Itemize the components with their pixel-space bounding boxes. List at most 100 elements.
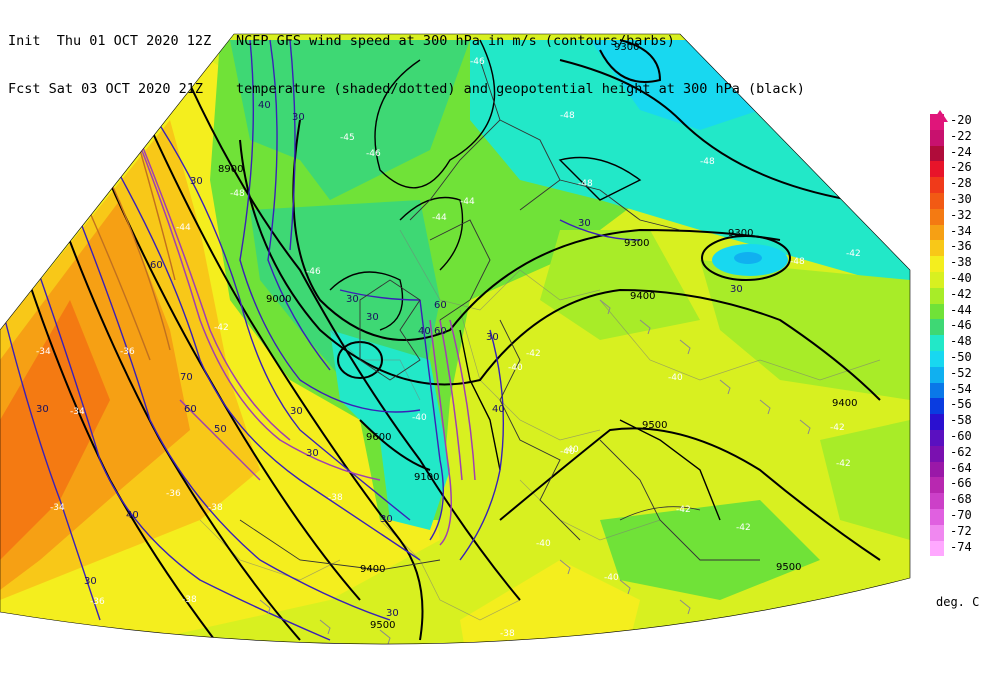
wind-label: 40 xyxy=(492,404,505,415)
legend-swatch xyxy=(930,161,944,178)
legend-label: -70 xyxy=(950,507,972,522)
temp-label: -38 xyxy=(182,595,197,605)
height-label: 9400 xyxy=(360,564,385,575)
legend-row: -66 xyxy=(930,473,998,494)
legend-label: -64 xyxy=(950,460,972,475)
legend-label: -46 xyxy=(950,318,972,333)
temp-label: -36 xyxy=(120,347,135,357)
temp-label: -46 xyxy=(306,267,321,277)
legend-swatch xyxy=(930,350,944,367)
legend-label: -66 xyxy=(950,476,972,491)
temp-label: -44 xyxy=(176,223,191,233)
legend-swatch xyxy=(930,114,944,130)
wind-label: 60 xyxy=(434,300,447,311)
legend-label: -32 xyxy=(950,207,972,222)
wind-label: 60 xyxy=(150,260,163,271)
forecast-time: Fcst Sat 03 OCT 2020 21Z xyxy=(8,81,204,97)
height-label: 8900 xyxy=(218,164,243,175)
legend-swatch xyxy=(930,445,944,462)
legend-label: -52 xyxy=(950,365,972,380)
wind-label: 60 xyxy=(184,404,197,415)
legend-label: -36 xyxy=(950,239,972,254)
legend-label: -44 xyxy=(950,302,972,317)
legend-label: -58 xyxy=(950,413,972,428)
temp-label: -40 xyxy=(412,413,427,423)
legend-swatch xyxy=(930,366,944,383)
title-line-2: temperature (shaded/dotted) and geopoten… xyxy=(236,81,805,97)
legend-row: -30 xyxy=(930,189,998,209)
temp-label: -38 xyxy=(500,629,515,639)
legend-label: -22 xyxy=(950,128,972,143)
title-line-1: NCEP GFS wind speed at 300 hPa in m/s (c… xyxy=(236,33,675,49)
temp-label: -48 xyxy=(560,111,575,121)
wind-label: 30 xyxy=(578,218,591,229)
legend-label: -28 xyxy=(950,176,972,191)
temp-label: -40 xyxy=(564,445,579,455)
color-legend: -20 -22 -24 -26 -28 -30 -32 -34 -36 -38 -40 -42 -44-… xyxy=(930,110,998,557)
height-label: 9500 xyxy=(776,562,801,573)
height-label: 9400 xyxy=(630,291,655,302)
temp-label: -34 xyxy=(50,503,65,513)
legend-row: -68 xyxy=(930,489,998,509)
legend-row: -40 xyxy=(930,268,998,288)
legend-swatch xyxy=(930,461,944,478)
temp-label: -38 xyxy=(626,631,641,641)
wind-label: 30 xyxy=(346,294,359,305)
wind-label: 40 xyxy=(126,510,139,521)
height-label: 9300 xyxy=(624,238,649,249)
legend-row: -60 xyxy=(930,426,998,446)
temp-label: -42 xyxy=(836,459,851,469)
legend-row: -52 xyxy=(930,363,998,383)
wind-label: 30 xyxy=(306,448,319,459)
legend-row: -22 xyxy=(930,126,998,146)
legend-label: -48 xyxy=(950,334,972,349)
legend-label: -68 xyxy=(950,492,972,507)
height-label: 9400 xyxy=(832,398,857,409)
legend-label: -38 xyxy=(950,255,972,270)
legend-swatch xyxy=(930,177,944,193)
height-label: 9300 xyxy=(614,42,639,53)
temp-label: -42 xyxy=(526,349,541,359)
legend-row: -46 xyxy=(930,315,998,336)
legend-swatch xyxy=(930,303,944,320)
legend-row: -34 xyxy=(930,221,998,241)
wind-label: 40 xyxy=(258,100,271,111)
legend-label: -72 xyxy=(950,523,972,538)
legend-row: -70 xyxy=(930,505,998,525)
wind-label: 70 xyxy=(180,372,193,383)
legend-swatch xyxy=(930,508,944,525)
legend-swatch xyxy=(930,477,944,494)
legend-label: -56 xyxy=(950,397,972,412)
legend-swatch xyxy=(930,414,944,430)
legend-row: -44 xyxy=(930,300,998,320)
legend-row: -58 xyxy=(930,410,998,430)
legend-label: -24 xyxy=(950,144,972,159)
legend-row: -50 xyxy=(930,347,998,367)
legend-row: -32 xyxy=(930,205,998,225)
wind-label: 30 xyxy=(486,332,499,343)
legend-swatch xyxy=(930,335,944,351)
temp-label: -36 xyxy=(166,489,181,499)
chart-header: Init Thu 01 OCT 2020 12Z NCEP GFS wind s… xyxy=(8,1,805,113)
wind-label: 30 xyxy=(190,176,203,187)
legend-row: -48 xyxy=(930,331,998,351)
temp-label: -34 xyxy=(36,347,51,357)
height-label: 9000 xyxy=(266,294,291,305)
temp-label: -40 xyxy=(668,373,683,383)
temp-label: -42 xyxy=(846,249,861,259)
temp-label: -36 xyxy=(90,597,105,607)
legend-swatch xyxy=(930,540,944,557)
legend-row: -56 xyxy=(930,394,998,415)
legend-label: -40 xyxy=(950,270,972,285)
height-label: 9300 xyxy=(728,228,753,239)
legend-row: -42 xyxy=(930,284,998,304)
temp-label: -48 xyxy=(700,157,715,167)
legend-label: -50 xyxy=(950,349,972,364)
legend-row: -74 xyxy=(930,537,998,557)
legend-swatch xyxy=(930,493,944,509)
temp-label: -40 xyxy=(536,539,551,549)
temp-label: -40 xyxy=(560,447,575,457)
wind-label: 30 xyxy=(290,406,303,417)
temp-label: -44 xyxy=(460,197,475,207)
legend-swatch xyxy=(930,398,944,415)
